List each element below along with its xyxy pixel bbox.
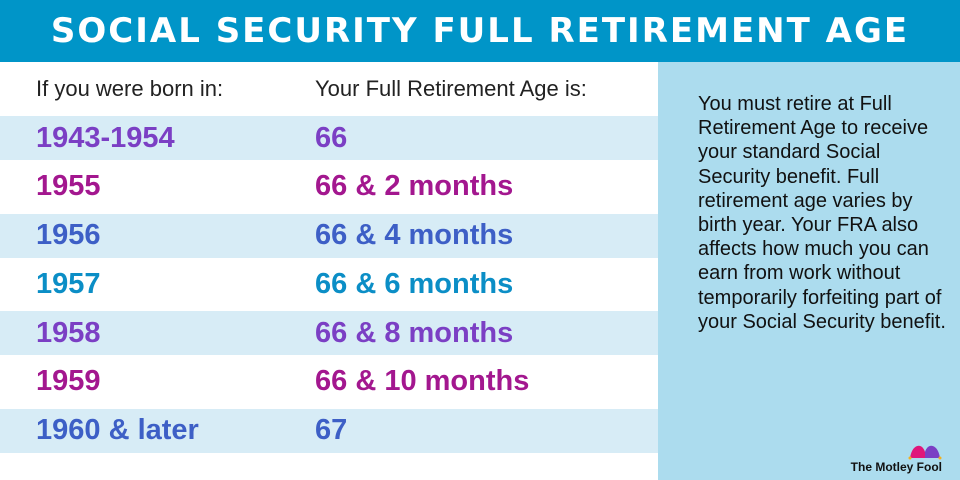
table-row: 1956 66 & 4 months (0, 213, 658, 258)
age-cell: 66 & 4 months (315, 219, 514, 252)
header-banner: SOCIAL SECURITY FULL RETIREMENT AGE (0, 0, 960, 62)
logo-text: The Motley Fool (850, 460, 942, 474)
age-cell: 66 (315, 121, 348, 154)
table-row: 1960 & later 67 (0, 408, 658, 453)
age-cell: 66 & 2 months (315, 170, 514, 203)
born-cell: 1958 (36, 316, 101, 349)
age-cell: 66 & 10 months (315, 365, 530, 398)
retirement-age-table: If you were born in: Your Full Retiremen… (0, 62, 658, 458)
motley-fool-logo: The Motley Fool (851, 440, 942, 474)
age-cell: 66 & 8 months (315, 316, 514, 349)
header-age: Your Full Retirement Age is: (315, 76, 587, 101)
born-cell: 1960 & later (36, 414, 199, 447)
born-cell: 1956 (36, 219, 101, 252)
info-text: You must retire at Full Retirement Age t… (698, 93, 946, 333)
born-cell: 1943-1954 (36, 121, 175, 154)
age-cell: 67 (315, 414, 348, 447)
born-cell: 1955 (36, 170, 101, 203)
header-born: If you were born in: (36, 76, 224, 101)
born-cell: 1957 (36, 267, 101, 300)
jester-hat-icon (908, 445, 942, 460)
age-cell: 66 & 6 months (315, 267, 514, 300)
page-title: SOCIAL SECURITY FULL RETIREMENT AGE (50, 11, 910, 51)
table-row: 1957 66 & 6 months (0, 262, 658, 306)
table-row: 1959 66 & 10 months (0, 360, 658, 404)
table-row: 1958 66 & 8 months (0, 311, 658, 356)
table-row: 1943-1954 66 (0, 116, 658, 160)
info-panel: You must retire at Full Retirement Age t… (658, 62, 960, 480)
table-row: 1955 66 & 2 months (0, 165, 658, 209)
born-cell: 1959 (36, 365, 101, 398)
table-header: If you were born in: Your Full Retiremen… (0, 62, 658, 116)
